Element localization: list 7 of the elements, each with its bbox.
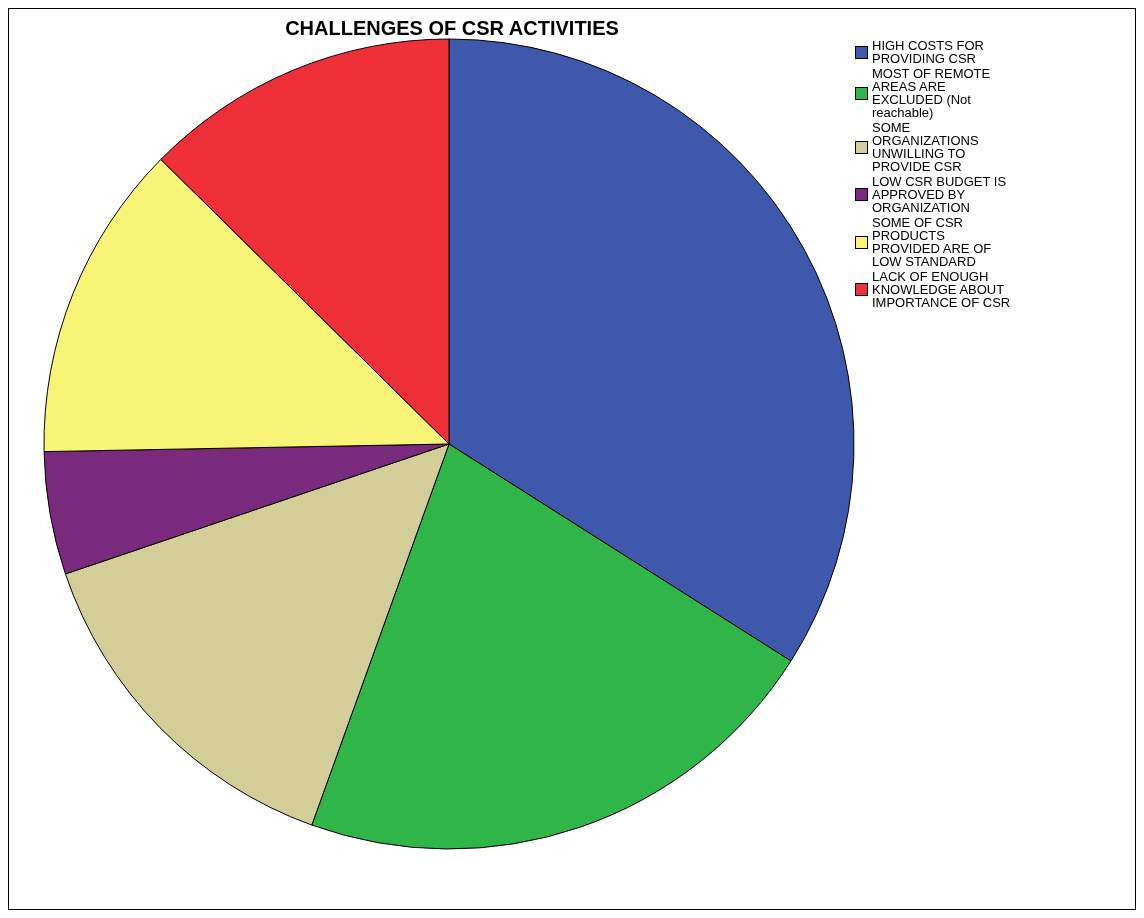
legend-label: HIGH COSTS FOR PROVIDING CSR [872, 38, 985, 66]
legend-label: LOW CSR BUDGET IS APPROVED BY ORGANIZATION [872, 174, 1008, 215]
legend-label: MOST OF REMOTE AREAS ARE EXCLUDED (Not reachable) [872, 66, 992, 120]
legend-label: SOME ORGANIZATIONS UNWILLING TO PROVIDE CSR [872, 120, 980, 174]
legend-label: LACK OF ENOUGH KNOWLEDGE ABOUT IMPORTANCE OF CSR [872, 269, 1012, 310]
legend-label: SOME OF CSR PRODUCTS PROVIDED ARE OF LOW STANDARD [872, 215, 993, 269]
chart-title: CHALLENGES OF CSR ACTIVITIES [285, 17, 619, 39]
